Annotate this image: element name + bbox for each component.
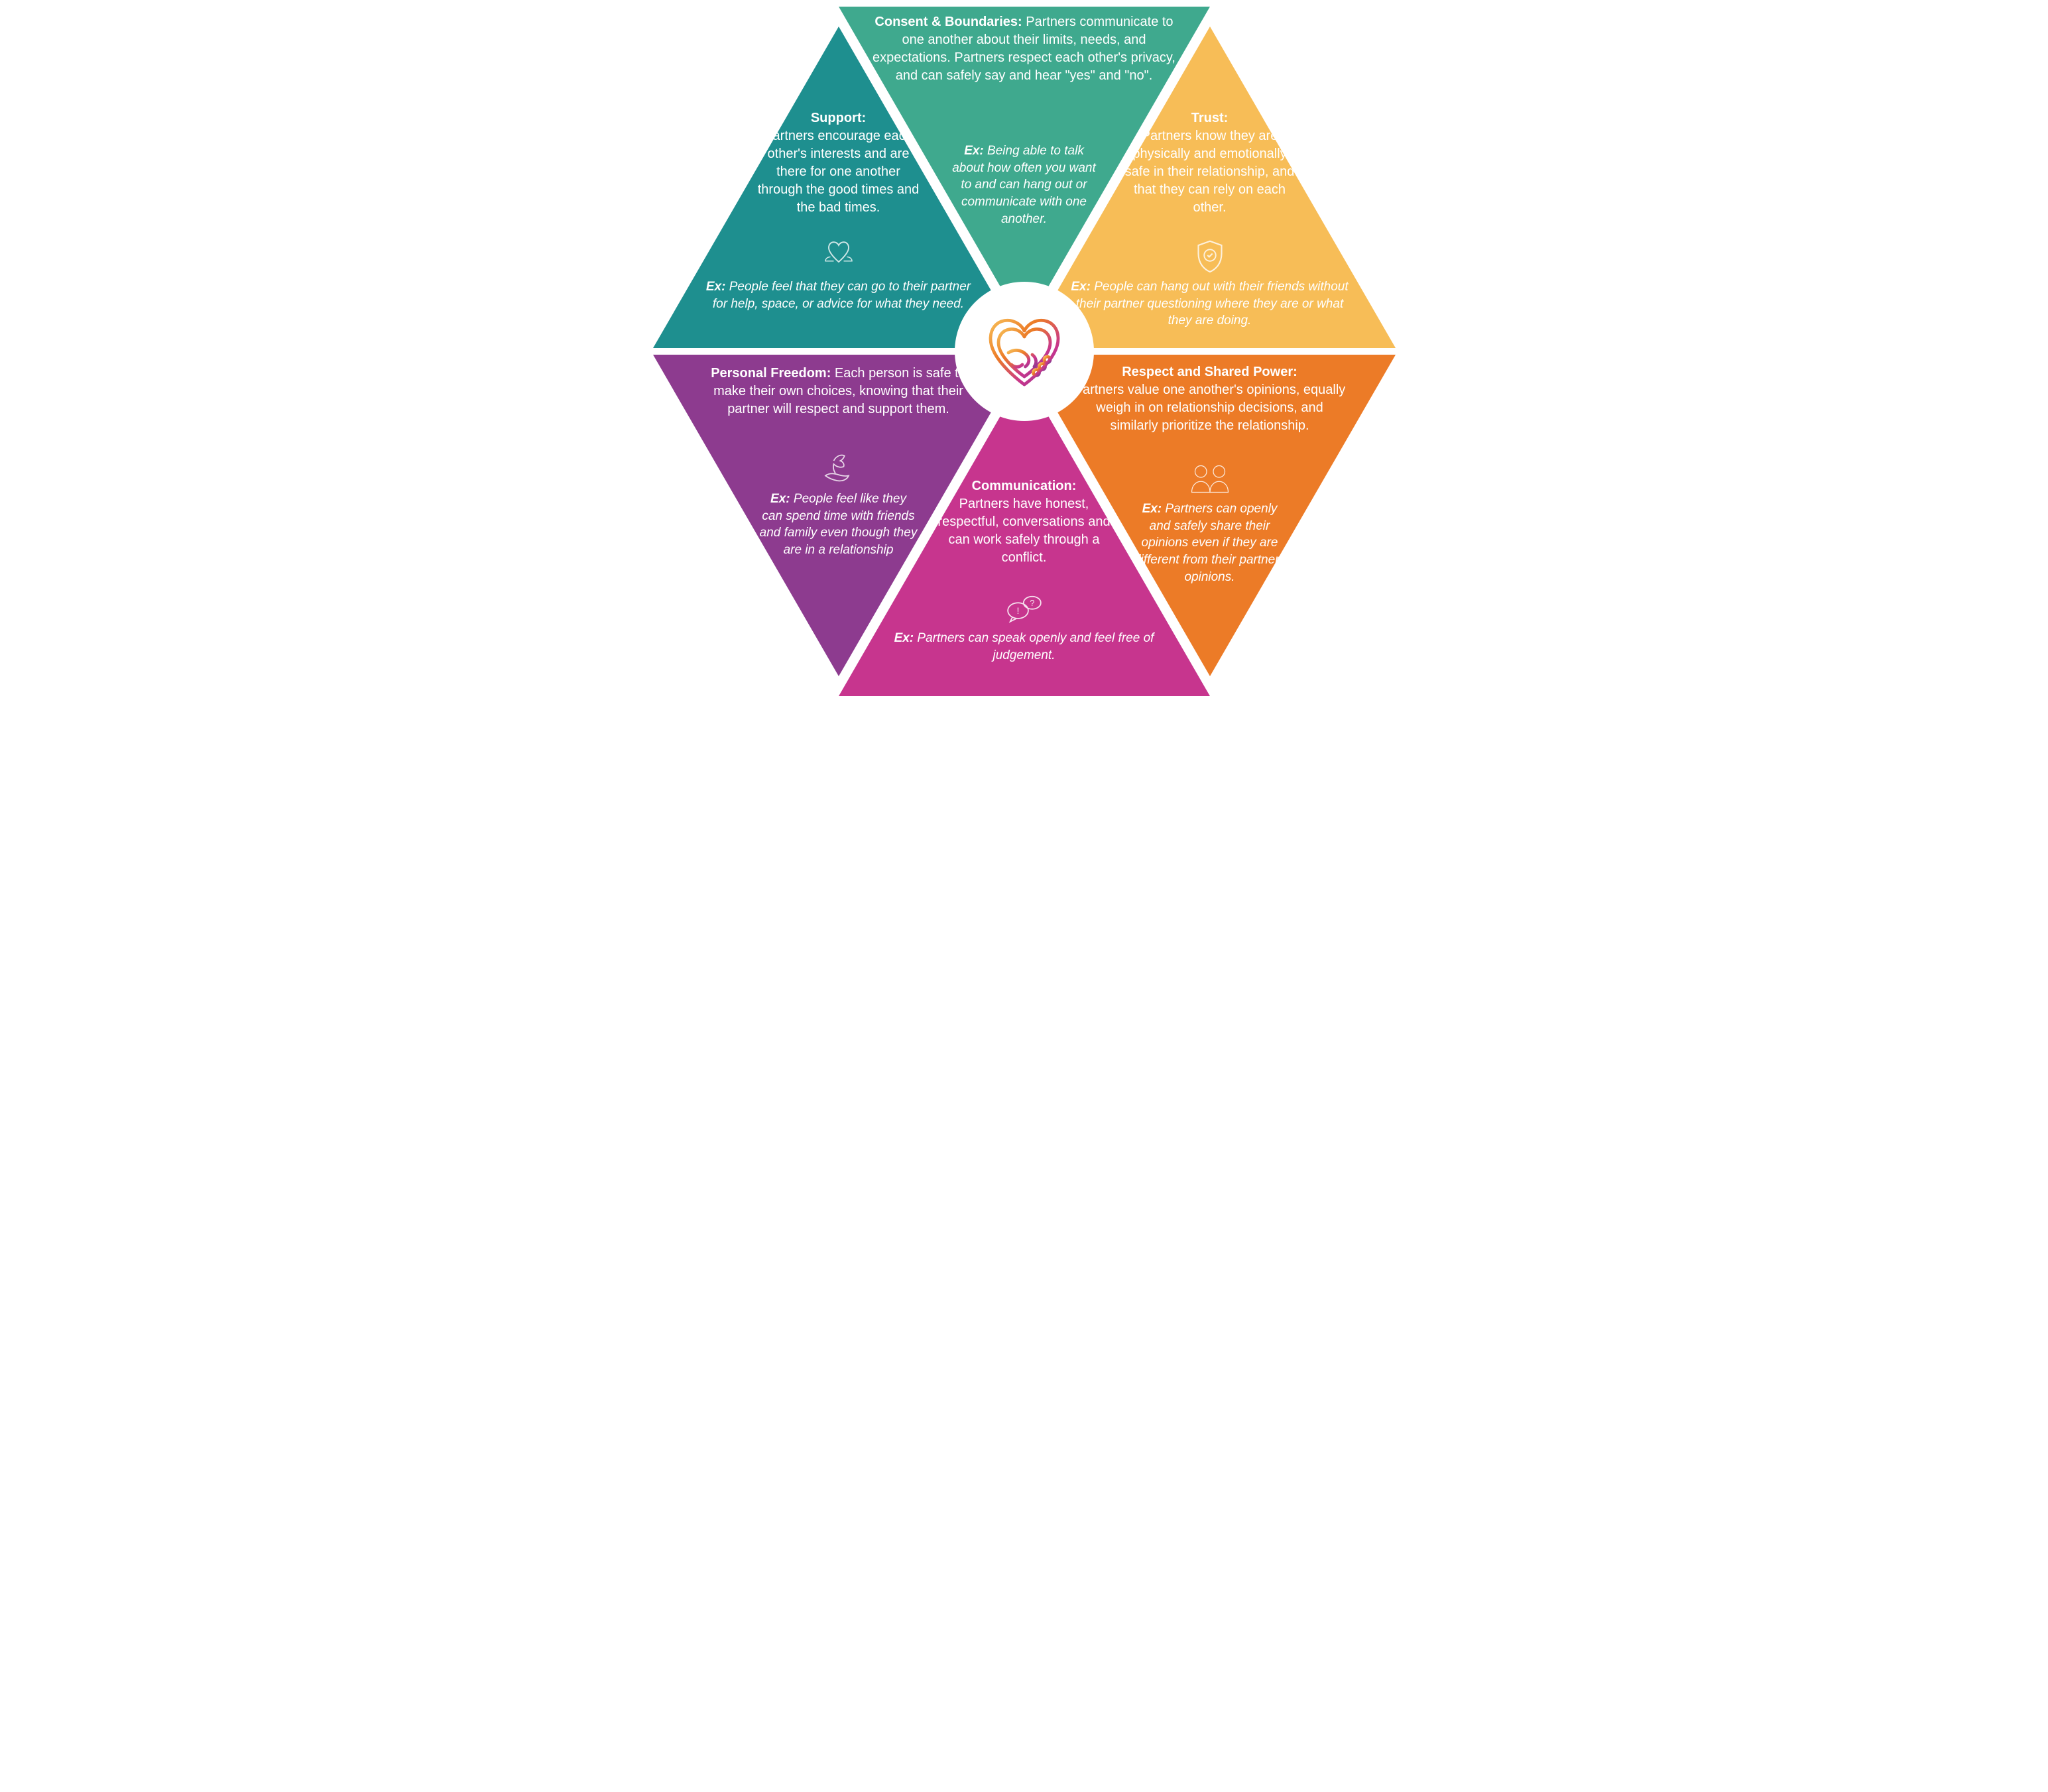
- communication-body: Partners have honest, respectful, conver…: [937, 497, 1110, 565]
- ex-label: Ex:: [706, 280, 726, 294]
- freedom-title: Personal Freedom:: [711, 366, 831, 381]
- svg-text:!: !: [1016, 606, 1019, 617]
- segment-trust-text: Trust: Partners know they are physically…: [1124, 109, 1296, 217]
- trust-example: People can hang out with their friends w…: [1076, 280, 1349, 328]
- svg-text:?: ?: [1030, 598, 1034, 608]
- hexagon-infographic: Consent & Boundaries: Partners communica…: [627, 0, 1422, 703]
- trust-body: Partners know they are physically and em…: [1125, 129, 1295, 215]
- heart-handshake-icon: [975, 307, 1074, 396]
- segment-trust-example: Ex: People can hang out with their frien…: [1067, 278, 1353, 329]
- communication-example: Partners can speak openly and feel free …: [917, 631, 1154, 662]
- communication-title: Communication:: [932, 477, 1117, 495]
- chat-bubbles-icon: !?: [1004, 593, 1044, 623]
- segment-communication-example: Ex: Partners can speak openly and feel f…: [885, 630, 1164, 664]
- support-body: Partners encourage each other's interest…: [758, 129, 920, 215]
- segment-communication-text: Communication: Partners have honest, res…: [932, 477, 1117, 567]
- support-title: Support:: [756, 109, 922, 127]
- support-example: People feel that they can go to their pa…: [713, 280, 971, 311]
- ex-label: Ex:: [894, 631, 914, 645]
- ex-label: Ex:: [1071, 280, 1091, 294]
- heart-hands-icon: [819, 239, 859, 269]
- segment-support-text: Support: Partners encourage each other's…: [756, 109, 922, 217]
- trust-title: Trust:: [1124, 109, 1296, 127]
- center-circle: [955, 282, 1094, 421]
- ex-label: Ex:: [770, 492, 790, 506]
- segment-support-example: Ex: People feel that they can go to thei…: [699, 278, 978, 312]
- shield-check-icon: [1190, 239, 1230, 275]
